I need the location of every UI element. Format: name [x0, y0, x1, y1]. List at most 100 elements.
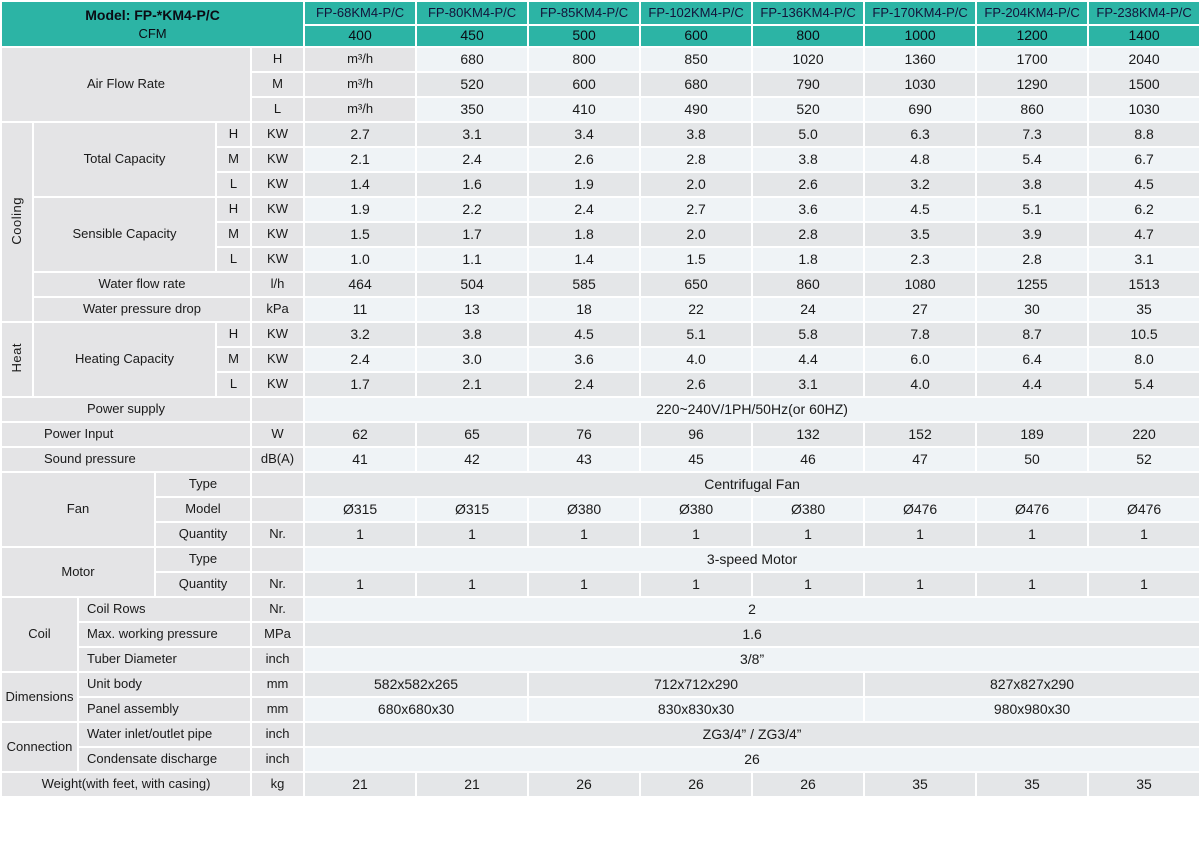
- unit-label: l/h: [252, 273, 304, 296]
- speed-label-m: M: [217, 348, 250, 371]
- value-cell: 1: [641, 573, 752, 596]
- row-sensible-capacity-l: L KW 1.0 1.1 1.4 1.5 1.8 2.3 2.8 3.1: [2, 248, 1200, 271]
- row-water-inlet-outlet-pipe: Connection Water inlet/outlet pipe inch …: [2, 723, 1200, 771]
- value-cell: Ø380: [753, 498, 864, 521]
- value-cell: 2.8: [753, 223, 864, 246]
- row-weight: Weight(with feet, with casing) kg 21 21 26…: [2, 773, 1200, 796]
- model-column-header: FP-85KM4-P/C: [529, 2, 640, 24]
- fan-section-label: Fan: [2, 473, 154, 546]
- value-cell: 1020: [753, 48, 864, 71]
- value-cell: 830x830x30: [529, 698, 864, 721]
- value-cell: 1: [753, 523, 864, 546]
- model-column-header: FP-170KM4-P/C: [865, 2, 976, 24]
- value-cell: 1255: [977, 273, 1088, 296]
- unit-label: KW: [252, 323, 304, 346]
- value-cell: 21: [305, 773, 416, 796]
- value-cell: 5.1: [641, 323, 752, 346]
- unit-label: KW: [252, 373, 304, 396]
- value-cell: 1: [305, 523, 416, 546]
- value-cell: 410: [529, 98, 640, 121]
- value-cell: 11: [305, 298, 416, 321]
- unit-label-empty: [252, 548, 304, 571]
- value-cell: 10.5: [1089, 323, 1200, 346]
- value-cell: 4.0: [641, 348, 752, 371]
- value-cell: 1500: [1089, 73, 1200, 96]
- tuber-diameter-value: 3/8”: [305, 648, 1200, 671]
- value-cell: 189: [977, 423, 1088, 446]
- row-sensible-capacity-m: M KW 1.5 1.7 1.8 2.0 2.8 3.5 3.9 4.7: [2, 223, 1200, 246]
- unit-label: dB(A): [252, 448, 304, 471]
- value-cell: 52: [1089, 448, 1200, 471]
- value-cell: 980x980x30: [865, 698, 1200, 721]
- value-cell: 3.8: [977, 173, 1088, 196]
- cfm-value-cell: 500: [529, 26, 640, 46]
- cfm-label: CFM: [138, 26, 167, 42]
- value-cell: 2.3: [865, 248, 976, 271]
- value-cell: 600: [529, 73, 640, 96]
- unit-label: inch: [252, 648, 304, 671]
- value-cell: 2.6: [753, 173, 864, 196]
- fan-model-label: Model: [156, 498, 250, 521]
- value-cell: 1.1: [417, 248, 528, 271]
- value-cell: 850: [641, 48, 752, 71]
- value-cell: 2.8: [641, 148, 752, 171]
- value-cell: 132: [753, 423, 864, 446]
- row-motor-type: Motor Type 3-speed Motor: [2, 548, 1200, 596]
- motor-type-value: 3-speed Motor: [305, 548, 1200, 571]
- value-cell: 827x827x290: [865, 673, 1200, 696]
- condensate-discharge-label: Condensate discharge: [79, 748, 250, 771]
- value-cell: 6.7: [1089, 148, 1200, 171]
- fan-type-label: Type: [156, 473, 250, 496]
- value-cell: 680: [641, 73, 752, 96]
- value-cell: 27: [865, 298, 976, 321]
- fan-type-value: Centrifugal Fan: [305, 473, 1200, 496]
- value-cell: 46: [753, 448, 864, 471]
- unit-label: mm: [252, 673, 304, 696]
- value-cell: 1.9: [305, 198, 416, 221]
- row-sensible-capacity-h: Sensible Capacity H KW 1.9 2.2 2.4 2.7 3.6 4.…: [2, 198, 1200, 271]
- value-cell: 585: [529, 273, 640, 296]
- row-sound-pressure: Sound pressure dB(A) 41 42 43 45 46 47 50 52: [2, 448, 1200, 471]
- value-cell: 2040: [1089, 48, 1200, 71]
- value-cell: 4.5: [1089, 173, 1200, 196]
- value-cell: 1700: [977, 48, 1088, 71]
- value-cell: 1: [753, 573, 864, 596]
- value-cell: 1.8: [529, 223, 640, 246]
- value-cell: 1030: [865, 73, 976, 96]
- value-cell: 490: [641, 98, 752, 121]
- value-cell: 62: [305, 423, 416, 446]
- value-cell: 2.6: [641, 373, 752, 396]
- value-cell: 1360: [865, 48, 976, 71]
- row-heating-capacity-h: Heat Heating Capacity H KW 3.2 3.8 4.5 5.1 5…: [2, 323, 1200, 396]
- value-cell: 2.4: [529, 198, 640, 221]
- value-cell: 860: [977, 98, 1088, 121]
- value-cell: 504: [417, 273, 528, 296]
- cfm-value-cell: 1200: [977, 26, 1088, 46]
- value-cell: 650: [641, 273, 752, 296]
- coil-rows-label: Coil Rows: [79, 598, 250, 621]
- value-cell: 3.8: [753, 148, 864, 171]
- panel-assembly-label: Panel assembly: [79, 698, 250, 721]
- motor-type-label: Type: [156, 548, 250, 571]
- value-cell: 2.2: [417, 198, 528, 221]
- value-cell: 4.7: [1089, 223, 1200, 246]
- value-cell: Ø315: [305, 498, 416, 521]
- value-cell: 1.7: [417, 223, 528, 246]
- condensate-discharge-value: 26: [305, 748, 1200, 771]
- value-cell: 2.1: [417, 373, 528, 396]
- unit-label: Nr.: [252, 598, 304, 621]
- speed-label-m: M: [217, 148, 250, 171]
- value-cell: 96: [641, 423, 752, 446]
- spec-sheet: Model: FP-*KM4-P/C CFM FP-68KM4-P/C FP-80…: [2, 2, 1200, 796]
- value-cell: 2.4: [305, 348, 416, 371]
- cfm-value-cell: 600: [641, 26, 752, 46]
- cfm-value-cell: 450: [417, 26, 528, 46]
- heat-section-text: Heat: [8, 343, 24, 373]
- value-cell: 6.2: [1089, 198, 1200, 221]
- value-cell: 4.5: [529, 323, 640, 346]
- value-cell: 5.4: [1089, 373, 1200, 396]
- unit-label: KW: [252, 173, 304, 196]
- model-column-header: FP-204KM4-P/C: [977, 2, 1088, 24]
- value-cell: 1030: [1089, 98, 1200, 121]
